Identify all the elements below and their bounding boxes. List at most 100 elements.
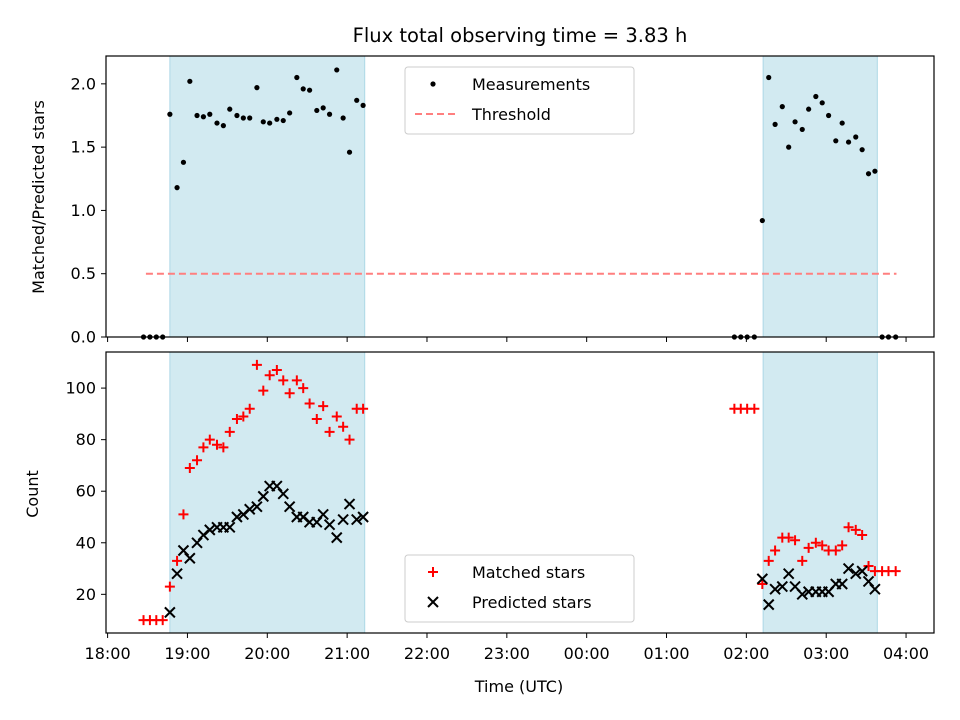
matched-stars-point bbox=[172, 555, 183, 566]
measurements-point bbox=[267, 120, 273, 126]
top-panel-y-tick-label: 2.0 bbox=[71, 74, 96, 93]
matched-stars-point bbox=[251, 359, 262, 370]
measurements-point bbox=[220, 123, 226, 129]
legend-label-matched-stars: Matched stars bbox=[472, 563, 585, 582]
measurements-point bbox=[826, 112, 832, 119]
measurements-point bbox=[254, 85, 260, 91]
predicted-stars-point bbox=[204, 524, 216, 536]
predicted-stars-point bbox=[763, 598, 775, 611]
measurements-point bbox=[813, 93, 819, 100]
matched-stars-point bbox=[192, 455, 203, 466]
bottom-panel: 18:00 19:00 20:00 21:00 22:00 23:00 00:00 01:00… bbox=[65, 351, 935, 663]
measurements-point bbox=[786, 144, 792, 150]
measurements-point bbox=[167, 111, 173, 117]
matched-stars-point bbox=[318, 401, 329, 412]
series-matched-stars bbox=[138, 359, 901, 626]
matched-stars-point bbox=[843, 522, 854, 533]
matched-stars-point bbox=[763, 555, 774, 566]
predicted-stars-point bbox=[224, 521, 236, 534]
measurements-point bbox=[833, 138, 839, 144]
bottom-panel-y-axis-label: Count bbox=[23, 470, 42, 518]
legend-label-measurements: Measurements bbox=[472, 75, 590, 94]
matched-stars-point bbox=[783, 532, 794, 543]
x-tick-label: 00:00 bbox=[564, 644, 610, 663]
matched-stars-point bbox=[331, 411, 342, 422]
top-panel-y-tick-label: 1.5 bbox=[71, 138, 96, 157]
bottom-panel-frame bbox=[105, 351, 935, 634]
x-tick-label: 03:00 bbox=[803, 644, 849, 663]
bottom-panel-y-tick-label: 60 bbox=[76, 482, 96, 501]
matched-stars-point bbox=[311, 414, 322, 425]
measurements-point bbox=[240, 115, 246, 121]
series-predicted-stars bbox=[164, 480, 881, 619]
legend-label-threshold: Threshold bbox=[471, 105, 551, 124]
measurements-point bbox=[845, 139, 852, 145]
predicted-stars-point bbox=[357, 511, 369, 523]
top-panel: 0.0 0.5 1.0 1.5 2.0 Measurements Threshold bbox=[71, 55, 935, 347]
x-tick-label: 02:00 bbox=[723, 644, 769, 663]
matched-stars-point bbox=[271, 365, 282, 376]
matched-stars-point bbox=[264, 370, 275, 381]
legend-box bbox=[404, 554, 635, 623]
bottom-panel-y-tick-label: 80 bbox=[76, 430, 96, 449]
top-panel-shaded-interval-1 bbox=[169, 55, 366, 338]
matched-stars-point bbox=[790, 535, 801, 546]
predicted-stars-point bbox=[836, 578, 848, 590]
top-panel-frame bbox=[105, 55, 935, 338]
measurements-point bbox=[174, 185, 180, 191]
x-tick-label: 18:00 bbox=[85, 644, 131, 663]
matched-stars-point bbox=[770, 545, 781, 556]
measurements-point bbox=[300, 86, 306, 92]
measurements-point bbox=[187, 78, 193, 84]
measurements-point bbox=[247, 115, 253, 121]
matched-stars-point bbox=[757, 579, 768, 590]
predicted-stars-point bbox=[277, 488, 289, 500]
matched-stars-point bbox=[204, 434, 215, 445]
predicted-stars-point bbox=[251, 500, 263, 513]
predicted-stars-point bbox=[756, 573, 769, 585]
x-tick-label: 20:00 bbox=[244, 644, 290, 663]
matched-stars-point bbox=[224, 426, 235, 437]
measurements-point bbox=[307, 87, 313, 93]
measurements-point bbox=[234, 112, 240, 119]
x-axis-label: Time (UTC) bbox=[474, 677, 563, 696]
measurements-point bbox=[287, 110, 293, 116]
predicted-stars-point bbox=[769, 583, 781, 595]
predicted-stars-point bbox=[796, 588, 808, 601]
matched-stars-point bbox=[278, 375, 289, 386]
matched-stars-point bbox=[803, 542, 814, 553]
predicted-stars-point bbox=[231, 511, 243, 523]
matched-stars-point bbox=[298, 383, 309, 394]
predicted-stars-point bbox=[776, 580, 789, 593]
matched-stars-point bbox=[164, 581, 175, 592]
matched-stars-point bbox=[198, 442, 209, 453]
x-tick-label: 19:00 bbox=[164, 644, 210, 663]
measurements-point bbox=[340, 115, 346, 121]
legend-swatch-predicted-stars bbox=[427, 596, 439, 608]
measurements-point bbox=[207, 111, 213, 117]
top-panel-y-axis-label: Matched/Predicted stars bbox=[29, 100, 48, 294]
predicted-stars-point bbox=[317, 508, 329, 521]
predicted-stars-point bbox=[782, 567, 795, 580]
measurements-point bbox=[799, 126, 805, 133]
measurements-point bbox=[294, 74, 300, 81]
matched-stars-point bbox=[178, 509, 189, 520]
measurements-point bbox=[200, 114, 207, 120]
chart-title: Flux total observing time = 3.83 h bbox=[353, 24, 688, 47]
x-tick-label: 01:00 bbox=[643, 644, 689, 663]
measurements-point bbox=[326, 111, 333, 117]
matched-stars-point bbox=[749, 403, 760, 414]
matched-stars-point bbox=[810, 537, 821, 548]
matched-stars-point bbox=[837, 540, 848, 551]
measurements-point bbox=[274, 116, 280, 122]
matched-stars-point bbox=[157, 615, 168, 626]
predicted-stars-point bbox=[171, 567, 183, 580]
measurements-point bbox=[227, 106, 233, 112]
predicted-stars-point bbox=[257, 490, 270, 503]
bottom-panel-y-tick-label: 20 bbox=[76, 585, 96, 604]
matched-stars-point bbox=[863, 560, 874, 571]
matched-stars-point bbox=[857, 530, 868, 541]
predicted-stars-point bbox=[184, 552, 196, 564]
matched-stars-point bbox=[284, 388, 295, 399]
predicted-stars-point bbox=[331, 531, 343, 544]
